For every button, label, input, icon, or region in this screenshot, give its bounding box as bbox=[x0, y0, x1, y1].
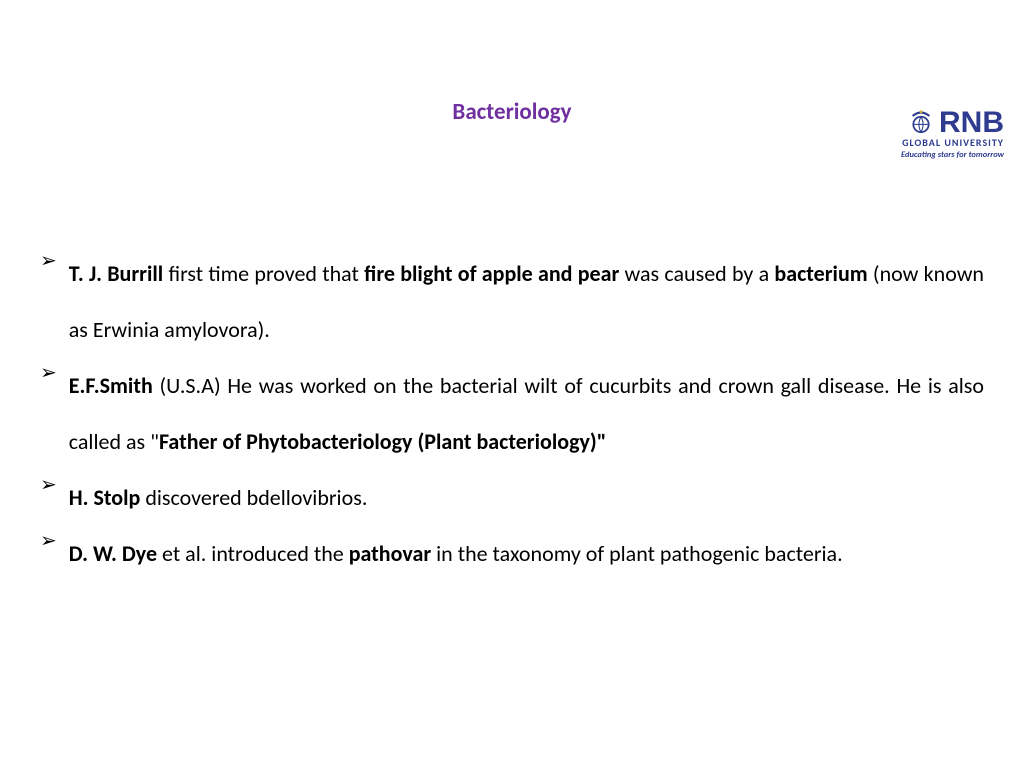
bullet-text: T. J. Burrill first time proved that fir… bbox=[69, 246, 984, 358]
bullet-item: ➢ T. J. Burrill first time proved that fi… bbox=[40, 246, 984, 358]
logo-tagline: Educating stars for tomorrow bbox=[901, 150, 1004, 160]
bullet-text: D. W. Dye et al. introduced the pathovar… bbox=[69, 526, 984, 582]
bullet-text: H. Stolp discovered bdellovibrios. bbox=[69, 470, 984, 526]
content-area: ➢ T. J. Burrill first time proved that fi… bbox=[40, 246, 984, 583]
bullet-item: ➢ D. W. Dye et al. introduced the pathova… bbox=[40, 526, 984, 582]
bullet-text: E.F.Smith (U.S.A) He was worked on the b… bbox=[69, 358, 984, 470]
bullet-item: ➢ H. Stolp discovered bdellovibrios. bbox=[40, 470, 984, 526]
slide-title: Bacteriology bbox=[0, 98, 1024, 126]
logo-brand: RNB bbox=[939, 106, 1004, 140]
bullet-arrow-icon: ➢ bbox=[40, 248, 57, 273]
slide: RNB GLOBAL UNIVERSITY Educating stars fo… bbox=[0, 98, 1024, 768]
bullet-arrow-icon: ➢ bbox=[40, 360, 57, 385]
logo-globe-icon bbox=[907, 109, 935, 137]
bullet-item: ➢ E.F.Smith (U.S.A) He was worked on the … bbox=[40, 358, 984, 470]
bullet-arrow-icon: ➢ bbox=[40, 472, 57, 497]
university-logo: RNB GLOBAL UNIVERSITY Educating stars fo… bbox=[901, 106, 1004, 160]
bullet-arrow-icon: ➢ bbox=[40, 528, 57, 553]
logo-subtitle: GLOBAL UNIVERSITY bbox=[901, 136, 1004, 149]
